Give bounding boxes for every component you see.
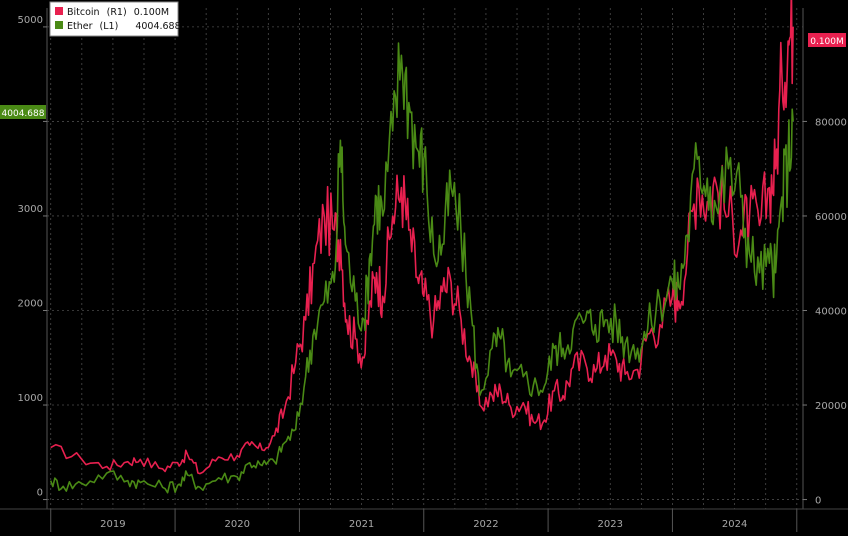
bitcoin-current-badge [808, 33, 846, 47]
legend-swatch-bitcoin [55, 7, 63, 15]
right-tick-label: 20000 [815, 401, 847, 412]
x-tick-label: 2019 [100, 519, 125, 530]
x-tick-label: 2022 [473, 519, 498, 530]
x-tick-label: 2024 [722, 519, 747, 530]
legend-value-bitcoin: 0.100M [134, 7, 169, 18]
right-tick-label: 60000 [815, 212, 847, 223]
left-tick-label: 0 [37, 488, 43, 499]
legend-tag-bitcoin: (R1) [107, 7, 127, 18]
legend-entry-bitcoin: Bitcoin (R1) 0.100M [67, 7, 169, 18]
legend-box [49, 1, 179, 37]
grid-layer [47, 8, 803, 509]
bitcoin-current-label: 0.100M [810, 37, 844, 47]
left-tick-label: 1000 [18, 393, 43, 404]
ether-current-marker: 4004.688 [0, 105, 46, 119]
ether-current-label: 4004.688 [2, 109, 45, 119]
legend-value-ether: 4004.688 [135, 21, 180, 32]
x-tick-label: 2021 [349, 519, 374, 530]
right-tick-label: 40000 [815, 306, 847, 317]
ether-line [49, 42, 794, 494]
legend-label-ether: Ether [67, 21, 93, 32]
bitcoin-current-marker: 0.100M [808, 33, 846, 47]
ether-current-badge [0, 105, 46, 119]
right-tick-label: 80000 [815, 117, 847, 128]
x-tick-label: 2023 [598, 519, 623, 530]
legend-label-bitcoin: Bitcoin [67, 7, 100, 18]
left-tick-label: 3000 [18, 204, 43, 215]
left-tick-label: 5000 [18, 15, 43, 26]
bitcoin-line [50, 0, 794, 475]
legend-tag-ether: (L1) [100, 21, 119, 32]
left-tick-label: 2000 [18, 298, 43, 309]
legend-swatch-ether [55, 21, 63, 29]
series-layer [49, 0, 794, 494]
x-tick-label: 2020 [225, 519, 250, 530]
legend: Bitcoin (R1) 0.100M Ether (L1) 4004.688 [49, 1, 181, 37]
right-tick-label: 0 [815, 496, 821, 507]
legend-entry-ether: Ether (L1) 4004.688 [67, 21, 181, 32]
